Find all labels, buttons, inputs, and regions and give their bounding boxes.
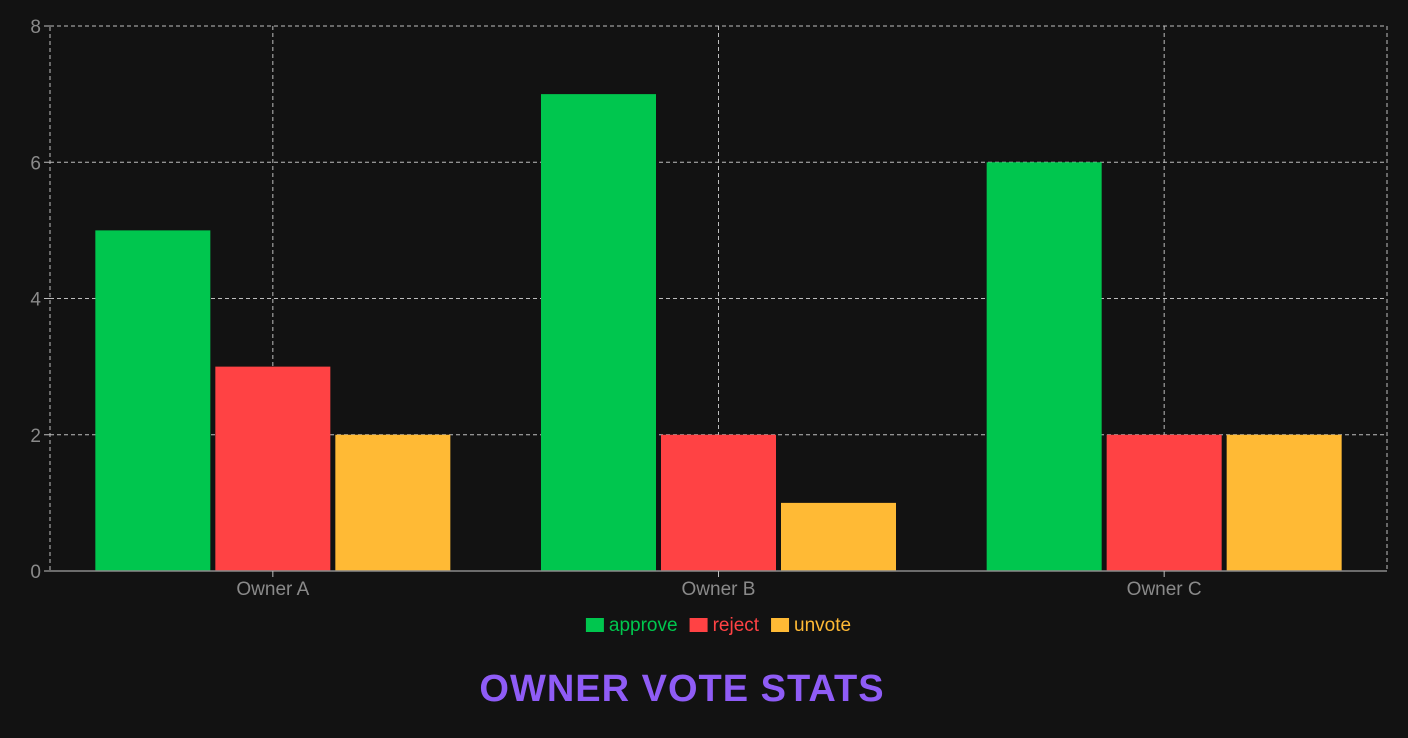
bar-reject-owner-a	[215, 366, 331, 571]
legend-label-reject[interactable]: reject	[713, 615, 760, 636]
y-tick-label: 4	[30, 290, 41, 311]
bar-reject-owner-b	[661, 434, 776, 571]
legend-swatch-unvote	[771, 618, 790, 632]
legend: approve reject unvote	[585, 615, 851, 636]
bar-unvote-owner-c	[1226, 434, 1342, 571]
legend-swatch-approve	[585, 618, 604, 632]
bar-unvote-owner-a	[335, 434, 451, 571]
bar-approve-owner-c	[986, 162, 1102, 571]
x-tick-label: Owner B	[682, 579, 756, 600]
x-tick-label: Owner C	[1127, 579, 1202, 600]
y-tick-label: 6	[30, 153, 41, 174]
y-tick-label: 8	[30, 17, 41, 38]
axes: 0 2 4 6 8 Owner A Owner B Owner C	[30, 17, 1387, 600]
y-tick-label: 2	[30, 426, 41, 447]
legend-label-approve[interactable]: approve	[609, 615, 678, 636]
chart-title: OWNER VOTE STATS	[479, 668, 885, 710]
bar-approve-owner-a	[95, 230, 211, 571]
x-tick-label: Owner A	[236, 579, 309, 600]
bar-approve-owner-b	[541, 94, 656, 571]
bars	[95, 94, 1342, 571]
bar-unvote-owner-b	[781, 502, 896, 571]
y-tick-label: 0	[30, 562, 41, 583]
bar-reject-owner-c	[1106, 434, 1222, 571]
legend-swatch-reject	[689, 618, 708, 632]
legend-label-unvote[interactable]: unvote	[794, 615, 851, 636]
